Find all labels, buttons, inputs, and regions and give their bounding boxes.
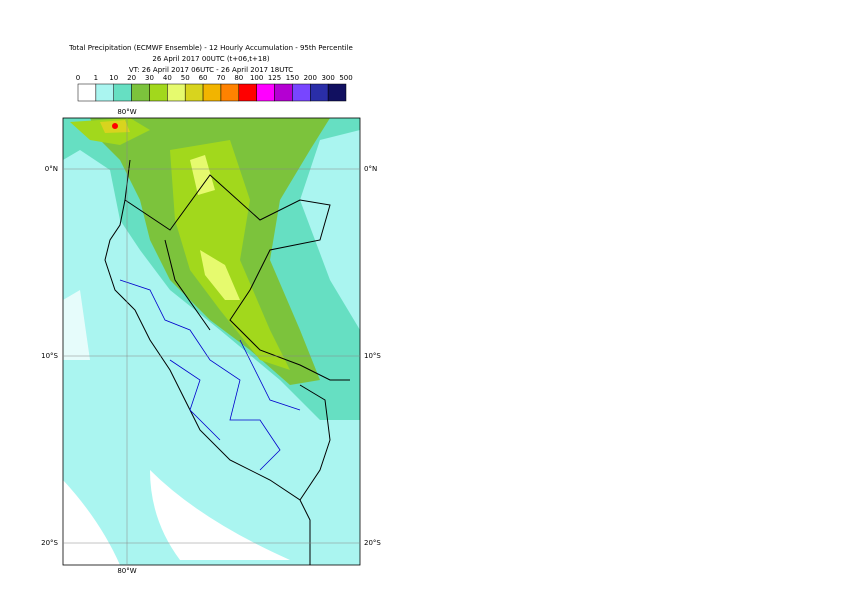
legend-label: 70 <box>216 74 225 82</box>
legend-box <box>149 83 168 102</box>
borders <box>124 174 350 501</box>
coastline <box>104 159 311 565</box>
legend-label: 10 <box>109 74 118 82</box>
legend-label: 0 <box>76 74 80 82</box>
legend-box <box>256 83 275 102</box>
legend-label: 50 <box>181 74 190 82</box>
dry-patch <box>63 290 90 360</box>
map-frame <box>62 117 361 566</box>
legend-box <box>202 83 222 102</box>
lat-label: 10°S <box>364 352 381 360</box>
legend-label: 150 <box>286 74 299 82</box>
legend-box <box>238 83 257 102</box>
legend-box <box>274 83 293 102</box>
lat-label: 20°S <box>41 539 58 547</box>
legend-box <box>184 83 204 102</box>
legend-label: 30 <box>145 74 154 82</box>
dry-patch <box>63 480 120 565</box>
legend-box <box>95 83 114 102</box>
precip-30 <box>170 140 290 370</box>
legend-label: 300 <box>321 74 334 82</box>
legend-label: 40 <box>163 74 172 82</box>
subtitle: 26 April 2017 00UTC (t+06,t+18) <box>152 55 269 63</box>
precip-40 <box>190 155 240 300</box>
regional-borders <box>119 279 301 471</box>
lat-label: 0°N <box>364 165 377 173</box>
legend: 0 1 10 20 30 40 50 60 70 80 100 125 150 200 300 500 <box>76 74 353 102</box>
lon-label: 80°W <box>117 108 136 116</box>
legend-box <box>77 83 97 102</box>
legend-label: 80 <box>234 74 243 82</box>
dry-patch <box>150 470 290 560</box>
lat-label: 20°S <box>364 539 381 547</box>
legend-label: 125 <box>268 74 281 82</box>
legend-box <box>113 83 132 102</box>
legend-label: 60 <box>199 74 208 82</box>
ocean <box>63 400 300 565</box>
lat-label: 10°S <box>41 352 58 360</box>
map: 80°W 80°W 0°N 0°N 10°S 10°S 20°S 20°S <box>41 108 381 575</box>
legend-box <box>327 83 347 102</box>
legend-label: 1 <box>94 74 98 82</box>
legend-box <box>310 83 329 102</box>
legend-box <box>220 83 240 102</box>
lat-label: 0°N <box>45 165 58 173</box>
legend-label: 20 <box>127 74 136 82</box>
legend-box <box>131 83 150 102</box>
precip-80 <box>112 123 118 129</box>
legend-label: 100 <box>250 74 263 82</box>
lon-label: 80°W <box>117 567 136 575</box>
valid-time: VT: 26 April 2017 06UTC - 26 April 2017 … <box>129 66 293 74</box>
title: Total Precipitation (ECMWF Ensemble) - 1… <box>68 44 353 52</box>
legend-box <box>167 83 186 102</box>
legend-box <box>292 83 311 102</box>
legend-label: 200 <box>304 74 317 82</box>
legend-label: 500 <box>339 74 352 82</box>
